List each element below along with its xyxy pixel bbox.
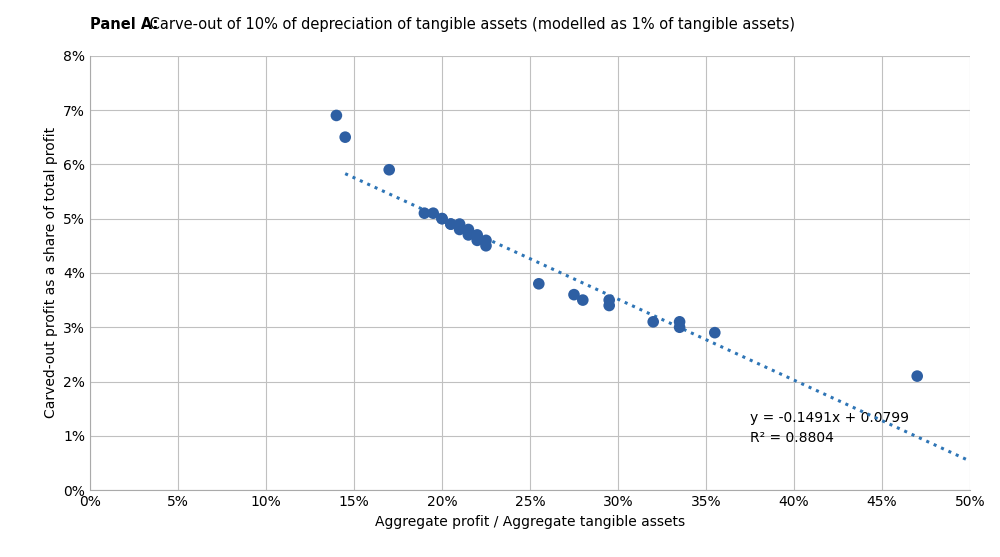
Point [566, 290, 582, 299]
Point [337, 133, 353, 141]
X-axis label: Aggregate profit / Aggregate tangible assets: Aggregate profit / Aggregate tangible as… [375, 515, 685, 529]
Point [452, 225, 468, 234]
Point [460, 225, 476, 234]
Point [416, 209, 432, 218]
Point [478, 241, 494, 250]
Point [601, 296, 617, 305]
Point [381, 165, 397, 174]
Point [575, 296, 591, 305]
Text: y = -0.1491x + 0.0799
R² = 0.8804: y = -0.1491x + 0.0799 R² = 0.8804 [750, 412, 909, 445]
Point [909, 372, 925, 380]
Text: Panel A:: Panel A: [90, 17, 158, 32]
Point [443, 219, 459, 228]
Point [434, 214, 450, 223]
Point [672, 317, 688, 326]
Point [452, 219, 468, 228]
Point [443, 219, 459, 228]
Point [531, 280, 547, 289]
Text: Carve-out of 10% of depreciation of tangible assets (modelled as 1% of tangible : Carve-out of 10% of depreciation of tang… [145, 17, 795, 32]
Point [425, 209, 441, 218]
Point [478, 236, 494, 245]
Point [672, 323, 688, 332]
Point [469, 236, 485, 245]
Point [469, 231, 485, 240]
Point [707, 328, 723, 337]
Point [460, 231, 476, 240]
Point [645, 317, 661, 326]
Point [328, 111, 344, 120]
Y-axis label: Carved-out profit as a share of total profit: Carved-out profit as a share of total pr… [44, 128, 58, 418]
Point [434, 214, 450, 223]
Point [601, 301, 617, 310]
